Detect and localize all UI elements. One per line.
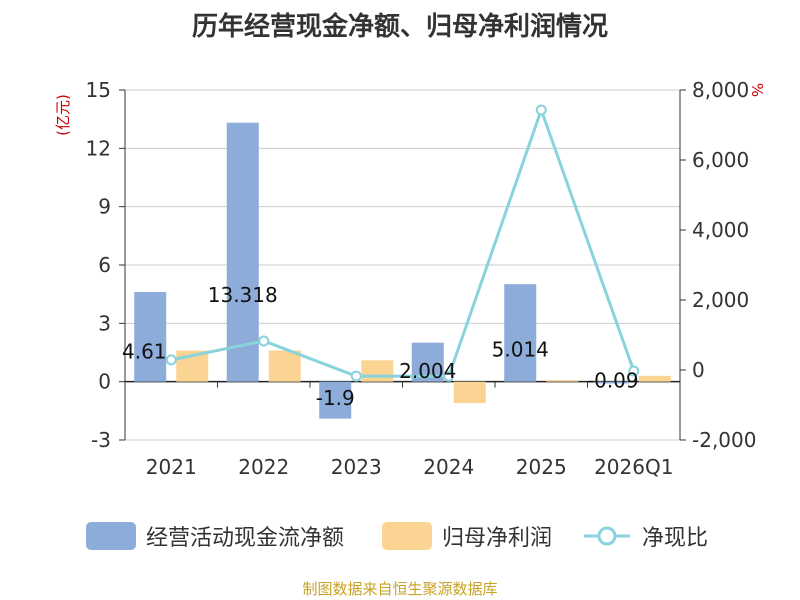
- y-left-tick-label: 12: [86, 136, 111, 160]
- legend-item-cash[interactable]: 经营活动现金流净额: [86, 516, 344, 556]
- bar-profit: [268, 350, 301, 382]
- y-left-tick-label: 3: [98, 311, 111, 335]
- data-label-cash: -0.09: [587, 369, 639, 393]
- legend-swatch-ratio: [584, 526, 630, 546]
- point-ratio: [258, 335, 270, 347]
- bar-profit: [638, 375, 671, 382]
- y-left-tick-label: 6: [98, 253, 111, 277]
- bar-profit: [453, 381, 486, 404]
- legend-item-profit[interactable]: 归母净利润: [382, 516, 552, 556]
- bar-profit: [546, 380, 579, 382]
- data-label-cash: 5.014: [492, 338, 549, 362]
- bar-cash: [226, 122, 259, 382]
- line-ratio: [170, 105, 636, 378]
- y-left-tick-label: 9: [98, 195, 111, 219]
- point-ratio: [443, 370, 455, 382]
- point-ratio: [350, 370, 362, 382]
- y-left-tick-label: 0: [98, 370, 111, 394]
- y-right-tick-label: 0: [692, 358, 705, 382]
- legend-label-profit: 归母净利润: [442, 526, 553, 551]
- y-left-tick-label: 15: [86, 78, 111, 102]
- x-category-label: 2021: [146, 455, 197, 479]
- y-left-tick-label: -3: [91, 428, 111, 452]
- legend-swatch-profit: [382, 522, 432, 550]
- point-ratio: [535, 104, 547, 116]
- legend-swatch-cash: [86, 522, 136, 550]
- x-category-label: 2025: [516, 455, 567, 479]
- bar-profit: [361, 360, 394, 382]
- bar-cash: [504, 284, 537, 382]
- data-label-cash: 2.004: [399, 359, 456, 383]
- x-category-label: 2026Q1: [594, 455, 673, 479]
- x-category-label: 2022: [238, 455, 289, 479]
- chart-title: 历年经营现金净额、归母净利润情况: [191, 12, 608, 42]
- y-right-tick-label: 6,000: [692, 148, 749, 172]
- x-category-label: 2024: [423, 455, 474, 479]
- y-right-tick-label: 2,000: [692, 288, 749, 312]
- y-right-unit-label: %: [748, 83, 766, 97]
- legend: 经营活动现金流净额 归母净利润 净现比: [0, 516, 800, 556]
- data-label-cash: -1.9: [316, 386, 355, 410]
- y-right-tick-label: 8,000: [692, 78, 749, 102]
- data-label-cash: 13.318: [208, 283, 278, 307]
- legend-label-ratio: 净现比: [642, 526, 709, 551]
- point-ratio: [165, 354, 177, 366]
- data-label-cash: 4.61: [122, 340, 167, 364]
- x-category-label: 2023: [331, 455, 382, 479]
- bar-cash: [319, 381, 352, 419]
- legend-item-ratio[interactable]: 净现比: [582, 516, 708, 556]
- source-note: 制图数据来自恒生聚源数据库: [302, 580, 498, 598]
- legend-label-cash: 经营活动现金流净额: [146, 526, 345, 551]
- bar-cash: [134, 292, 167, 382]
- point-ratio: [628, 365, 640, 377]
- bar-cash: [596, 381, 629, 384]
- y-right-tick-label: 4,000: [692, 218, 749, 242]
- y-left-unit-label: (亿元): [54, 94, 72, 136]
- y-right-tick-label: -2,000: [692, 428, 756, 452]
